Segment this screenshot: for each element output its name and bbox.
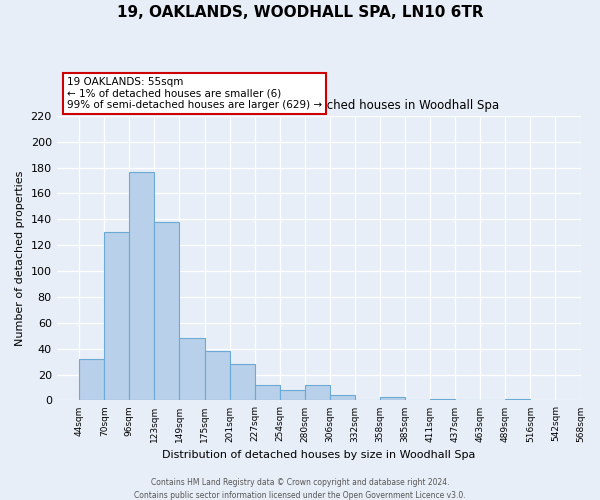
Bar	[179, 338, 205, 400]
Text: 19, OAKLANDS, WOODHALL SPA, LN10 6TR: 19, OAKLANDS, WOODHALL SPA, LN10 6TR	[116, 5, 484, 20]
Bar	[230, 364, 254, 401]
Text: Contains HM Land Registry data © Crown copyright and database right 2024.
Contai: Contains HM Land Registry data © Crown c…	[134, 478, 466, 500]
Bar	[79, 359, 104, 401]
Y-axis label: Number of detached properties: Number of detached properties	[15, 170, 25, 346]
Title: Size of property relative to detached houses in Woodhall Spa: Size of property relative to detached ho…	[138, 99, 499, 112]
Bar	[305, 385, 330, 400]
X-axis label: Distribution of detached houses by size in Woodhall Spa: Distribution of detached houses by size …	[162, 450, 475, 460]
Bar	[280, 390, 305, 400]
Bar	[205, 352, 230, 401]
Bar	[330, 396, 355, 400]
Bar	[104, 232, 130, 400]
Bar	[505, 399, 530, 400]
Bar	[380, 396, 405, 400]
Bar	[154, 222, 179, 400]
Bar	[130, 172, 154, 400]
Bar	[254, 385, 280, 400]
Text: 19 OAKLANDS: 55sqm
← 1% of detached houses are smaller (6)
99% of semi-detached : 19 OAKLANDS: 55sqm ← 1% of detached hous…	[67, 77, 322, 110]
Bar	[430, 399, 455, 400]
